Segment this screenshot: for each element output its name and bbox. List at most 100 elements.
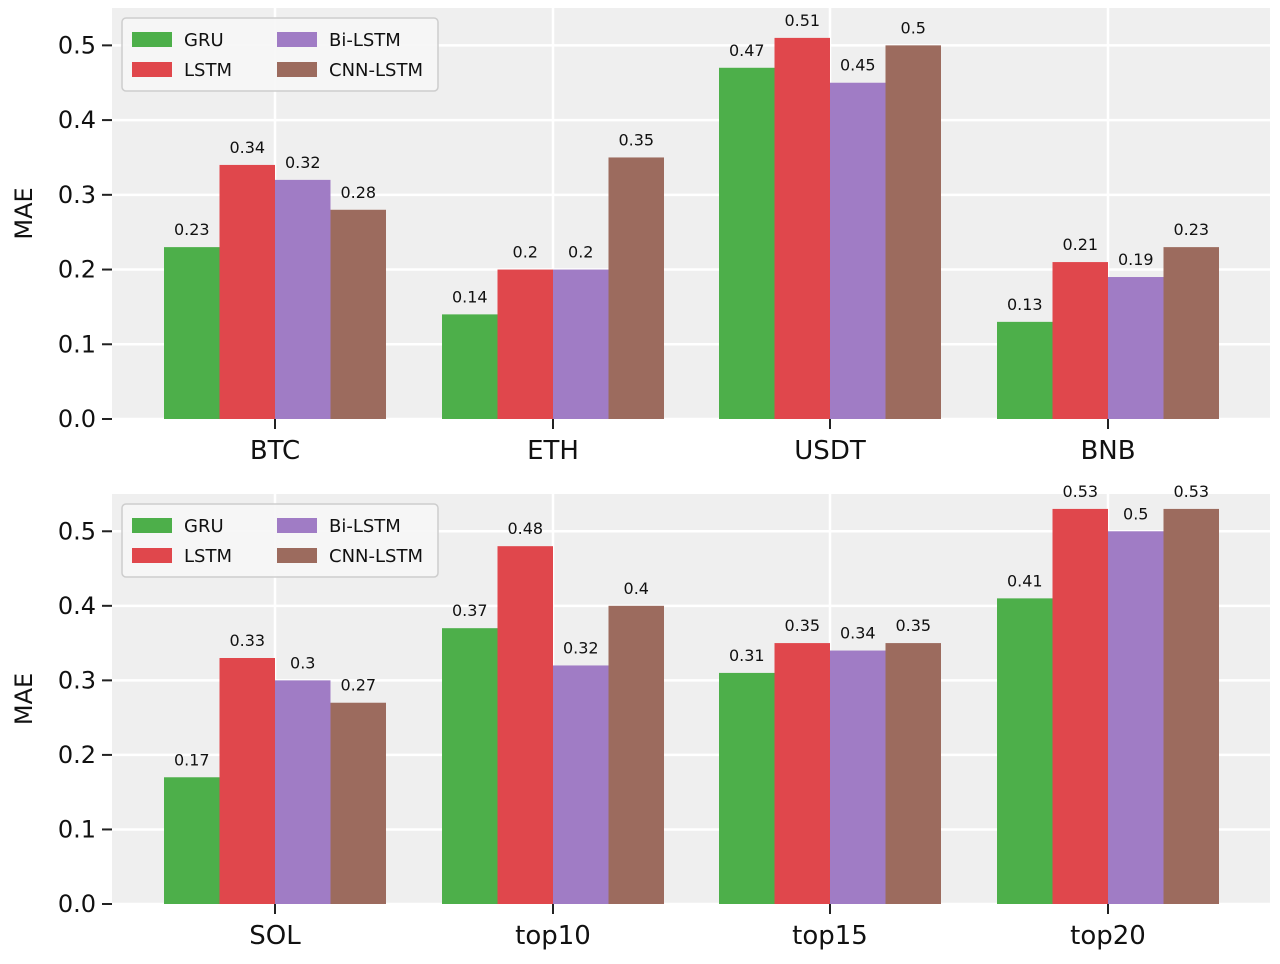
data-label: 0.34 [229, 138, 265, 157]
bar-bi-lstm-usdt [830, 82, 886, 420]
bar-cnn-lstm-top20 [1163, 508, 1219, 904]
legend-swatch-cnn-lstm [277, 62, 317, 77]
data-label: 0.47 [729, 41, 765, 60]
bar-cnn-lstm-top15 [885, 643, 941, 904]
legend-label-bi-lstm: Bi-LSTM [329, 30, 401, 51]
bar-bi-lstm-top15 [830, 650, 886, 904]
data-label: 0.31 [729, 646, 765, 665]
legend-box [121, 17, 439, 92]
y-tick-label: 0.1 [58, 330, 96, 358]
chart-panel-2: 0.0 0.1 0.2 0.3 0.4 0.5 0.17 0.37 0.31 0.41 0.33 0.… [10, 482, 1270, 951]
bar-bi-lstm-top10 [553, 665, 609, 904]
bar-cnn-lstm-btc [330, 209, 386, 419]
legend-label-gru: GRU [184, 30, 224, 51]
bar-cnn-lstm-usdt [885, 45, 941, 419]
legend-swatch-cnn-lstm [277, 548, 317, 563]
legend-swatch-bi-lstm [277, 32, 317, 47]
data-label: 0.2 [513, 243, 538, 262]
legend-label-bi-lstm: Bi-LSTM [329, 516, 401, 537]
data-label: 0.3 [290, 653, 315, 672]
bar-gru-usdt [719, 67, 775, 420]
legend-box [121, 503, 439, 578]
y-tick-label: 0.5 [58, 517, 96, 545]
data-label: 0.14 [452, 287, 488, 306]
bar-lstm-top10 [497, 546, 553, 904]
bar-cnn-lstm-eth [608, 157, 664, 420]
data-label: 0.5 [901, 18, 926, 37]
legend-swatch-lstm [132, 62, 172, 77]
bar-bi-lstm-eth [553, 269, 609, 419]
x-tick-label: BNB [1080, 436, 1135, 466]
bar-gru-bnb [997, 321, 1053, 419]
y-tick-label: 0.0 [58, 405, 96, 433]
x-tick-label: top20 [1070, 921, 1146, 951]
y-tick-label: 0.2 [58, 741, 96, 769]
bar-bi-lstm-top20 [1108, 531, 1164, 904]
legend-label-cnn-lstm: CNN-LSTM [329, 546, 423, 567]
data-label: 0.21 [1062, 235, 1098, 254]
bar-bi-lstm-bnb [1108, 277, 1164, 419]
legend-label-lstm: LSTM [184, 546, 232, 567]
data-label: 0.35 [784, 616, 820, 635]
legend: GRU LSTM Bi-LSTM CNN-LSTM [121, 17, 439, 92]
x-tick-label: top15 [792, 921, 868, 951]
x-tick-label: ETH [527, 436, 579, 466]
bar-lstm-top15 [774, 643, 830, 904]
legend-swatch-lstm [132, 548, 172, 563]
legend-swatch-bi-lstm [277, 518, 317, 533]
data-label: 0.27 [340, 676, 376, 695]
bar-gru-top15 [719, 672, 775, 904]
bar-lstm-top20 [1052, 508, 1108, 904]
legend-swatch-gru [132, 518, 172, 533]
data-label: 0.23 [174, 220, 210, 239]
data-label: 0.53 [1173, 482, 1209, 501]
data-label: 0.4 [624, 579, 649, 598]
chart-panel-1: 0.0 0.1 0.2 0.3 0.4 0.5 0.23 0.14 0.47 0.13 0.34 0.… [10, 8, 1270, 466]
bar-gru-top20 [997, 598, 1053, 904]
bar-cnn-lstm-sol [330, 702, 386, 904]
y-axis-label: MAE [10, 187, 38, 239]
x-tick-label: top10 [515, 921, 591, 951]
bar-lstm-eth [497, 269, 553, 419]
data-label: 0.53 [1062, 482, 1098, 501]
data-label: 0.5 [1123, 504, 1148, 523]
x-tick-label: SOL [249, 921, 301, 951]
data-label: 0.41 [1007, 571, 1043, 590]
data-label: 0.35 [895, 616, 931, 635]
data-label: 0.2 [568, 243, 593, 262]
legend-label-cnn-lstm: CNN-LSTM [329, 60, 423, 81]
bar-lstm-usdt [774, 37, 830, 420]
data-label: 0.35 [618, 130, 654, 149]
data-label: 0.37 [452, 601, 488, 620]
bar-gru-btc [164, 247, 220, 419]
legend-label-gru: GRU [184, 516, 224, 537]
data-label: 0.51 [784, 11, 820, 30]
bar-lstm-btc [219, 164, 275, 419]
y-tick-label: 0.5 [58, 31, 96, 59]
legend: GRU LSTM Bi-LSTM CNN-LSTM [121, 503, 439, 578]
x-tick-label: BTC [250, 436, 300, 466]
y-tick-label: 0.3 [58, 181, 96, 209]
y-axis-label: MAE [10, 673, 38, 725]
y-tick-label: 0.4 [58, 106, 96, 134]
data-label: 0.32 [285, 153, 321, 172]
data-label: 0.45 [840, 56, 876, 75]
legend-label-lstm: LSTM [184, 60, 232, 81]
data-label: 0.17 [174, 750, 210, 769]
data-label: 0.34 [840, 624, 876, 643]
y-tick-label: 0.0 [58, 890, 96, 918]
data-label: 0.13 [1007, 295, 1043, 314]
bar-bi-lstm-sol [275, 680, 331, 904]
bar-bi-lstm-btc [275, 179, 331, 419]
x-tick-label: USDT [794, 436, 866, 466]
bar-lstm-sol [219, 658, 275, 904]
data-label: 0.28 [340, 183, 376, 202]
legend-swatch-gru [132, 32, 172, 47]
data-label: 0.23 [1173, 220, 1209, 239]
bar-cnn-lstm-bnb [1163, 247, 1219, 419]
bar-gru-top10 [442, 628, 498, 904]
bar-gru-eth [442, 314, 498, 419]
data-label: 0.48 [507, 519, 543, 538]
